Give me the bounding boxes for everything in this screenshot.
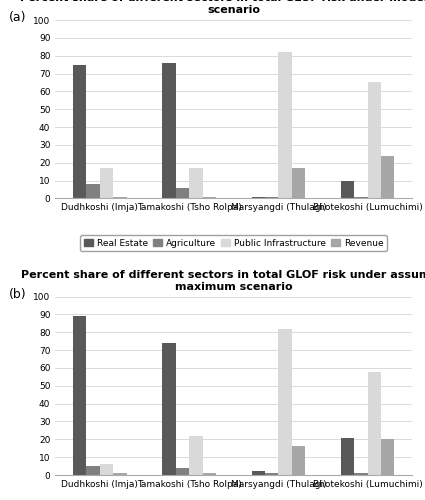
Bar [252, 472, 265, 475]
Bar [202, 196, 216, 198]
Bar [176, 188, 189, 198]
Bar [292, 446, 305, 475]
Bar [100, 168, 113, 198]
Bar [202, 473, 216, 475]
Bar [265, 196, 278, 198]
Bar [113, 473, 127, 475]
Bar [87, 184, 100, 198]
Text: (a): (a) [9, 11, 26, 24]
Text: (b): (b) [9, 288, 26, 300]
Bar [341, 438, 354, 475]
Bar [381, 156, 394, 198]
Bar [176, 468, 189, 475]
Title: Percent share of different sectors in total GLOF risk under assumed
maximum scen: Percent share of different sectors in to… [21, 270, 425, 291]
Bar [354, 473, 368, 475]
Bar [292, 168, 305, 198]
Bar [73, 316, 87, 475]
Bar [189, 436, 202, 475]
Title: Percent share of different sectors in total GLOF risk under modelled
scenario: Percent share of different sectors in to… [20, 0, 425, 15]
Bar [113, 196, 127, 198]
Bar [381, 440, 394, 475]
Bar [278, 52, 292, 199]
Bar [368, 372, 381, 475]
Bar [252, 196, 265, 198]
Bar [354, 196, 368, 198]
Bar [189, 168, 202, 198]
Bar [265, 473, 278, 475]
Bar [73, 64, 87, 198]
Bar [278, 328, 292, 475]
Bar [100, 464, 113, 475]
Bar [162, 63, 176, 198]
Bar [87, 466, 100, 475]
Bar [341, 180, 354, 198]
Bar [162, 343, 176, 475]
Bar [368, 82, 381, 198]
Legend: Real Estate, Agriculture, Public Infrastructure, Revenue: Real Estate, Agriculture, Public Infrast… [80, 235, 387, 252]
